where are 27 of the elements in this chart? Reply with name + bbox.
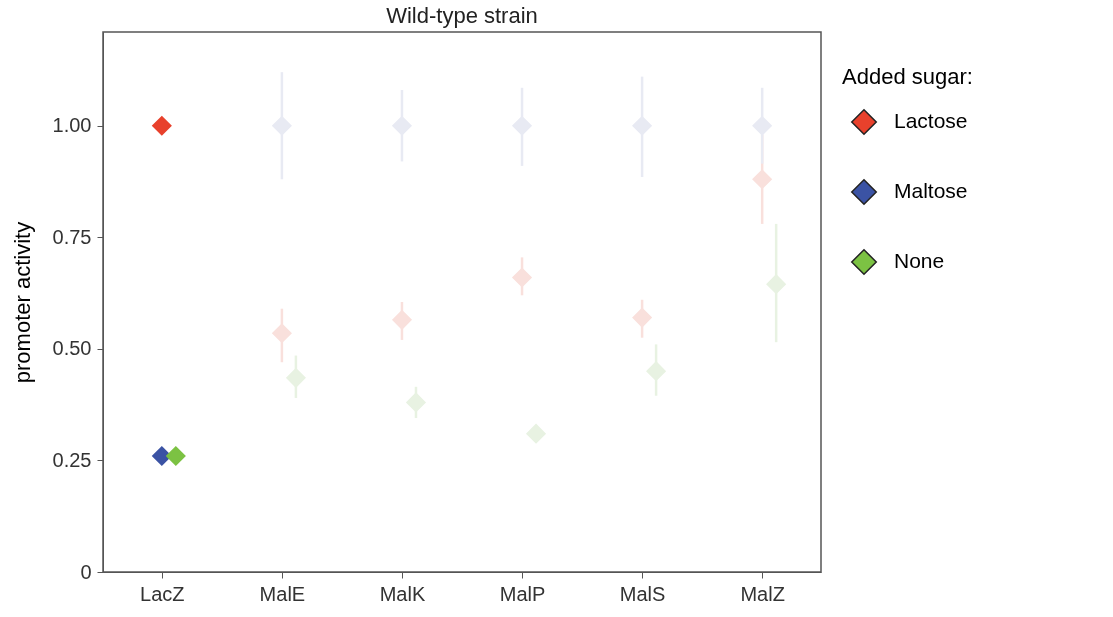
point xyxy=(152,116,172,136)
point xyxy=(272,323,292,343)
y-axis-title: promoter activity xyxy=(9,221,35,384)
x-tick-label: MalZ xyxy=(740,582,785,605)
point xyxy=(272,116,292,136)
x-tick-label: MalS xyxy=(619,582,666,605)
legend-title: Added sugar: xyxy=(842,64,973,89)
x-tick-label: MalK xyxy=(379,582,426,605)
legend-label: Maltose xyxy=(894,179,968,202)
point xyxy=(752,116,772,136)
legend-label: Lactose xyxy=(894,109,968,132)
x-tick-label: LacZ xyxy=(140,582,185,605)
point xyxy=(632,307,652,328)
x-tick-label: MalP xyxy=(499,582,546,605)
chart-title: Wild-type strain xyxy=(386,3,538,28)
x-tick-label: MalE xyxy=(259,582,306,605)
point xyxy=(392,116,412,136)
y-tick-label: 0.25 xyxy=(52,448,92,471)
point xyxy=(632,116,652,136)
legend-label: None xyxy=(894,249,945,272)
y-tick-label: 0 xyxy=(80,560,92,583)
y-tick-label: 0.50 xyxy=(52,337,92,360)
point xyxy=(512,267,532,288)
point xyxy=(392,310,412,330)
y-tick-label: 1.00 xyxy=(52,114,92,137)
y-tick-label: 0.75 xyxy=(52,225,92,248)
point xyxy=(752,169,772,189)
